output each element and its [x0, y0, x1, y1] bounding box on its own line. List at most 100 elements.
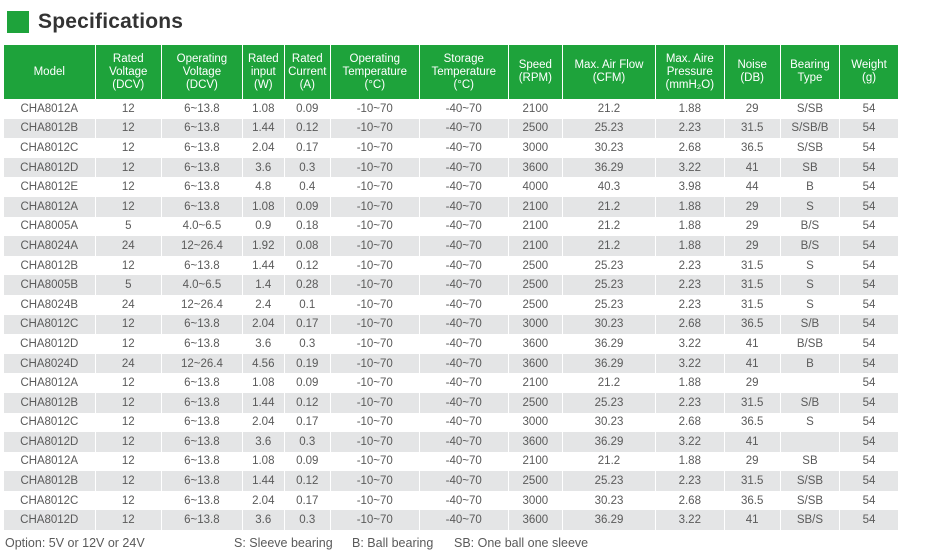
table-cell: 0.3	[284, 510, 331, 531]
table-cell	[780, 432, 841, 452]
table-cell: CHA8012C	[4, 314, 96, 335]
column-header-line: Noise	[737, 59, 767, 71]
table-cell: 2100	[508, 99, 563, 119]
table-cell: 40.3	[562, 177, 657, 197]
table-cell: 2500	[508, 294, 563, 315]
table-cell: S/SB	[780, 471, 841, 491]
table-cell: CHA8012A	[4, 196, 96, 217]
table-cell: 0.3	[284, 334, 331, 354]
table-cell: 6~13.8	[161, 138, 243, 158]
table-cell: 12	[95, 510, 163, 531]
table-cell: CHA8012C	[4, 412, 96, 433]
table-cell: 12~26.4	[161, 294, 243, 315]
table-cell: 3600	[508, 353, 563, 374]
column-header-line: Voltage	[182, 65, 222, 78]
table-cell: -10~70	[330, 236, 420, 256]
column-header: Operating Temperature (°C)	[330, 45, 420, 99]
table-cell: 2100	[508, 451, 563, 472]
table-cell: 1.08	[242, 373, 285, 393]
table-cell: 2100	[508, 196, 563, 217]
table-cell: -10~70	[330, 138, 420, 158]
table-cell: S/SB/B	[780, 118, 841, 139]
table-cell: -40~70	[419, 510, 509, 531]
legend-ball-bearing: B: Ball bearing	[352, 536, 434, 550]
table-cell: 21.2	[562, 216, 657, 237]
table-cell: 54	[839, 471, 898, 491]
table-cell: 1.88	[655, 216, 725, 237]
table-cell: -10~70	[330, 490, 420, 511]
table-cell: SB/S	[780, 510, 841, 531]
column-header-line: Speed	[518, 59, 552, 71]
table-cell: CHA8012D	[4, 157, 96, 178]
table-cell: 54	[839, 353, 898, 374]
table-row: CHA8012B 12 6~13.8 1.44 0.12 -10~70 -40~70 2500…	[4, 392, 898, 413]
table-cell: 54	[839, 314, 898, 335]
table-cell: 36.29	[562, 432, 657, 452]
column-header-line: Type	[797, 72, 823, 84]
table-cell: 54	[839, 118, 898, 139]
table-cell: 2.23	[655, 118, 725, 139]
table-cell: 6~13.8	[161, 255, 243, 276]
table-cell: 29	[724, 216, 781, 237]
table-cell: 1.44	[242, 392, 285, 413]
table-cell: 1.92	[242, 236, 285, 256]
table-cell: -40~70	[419, 490, 509, 511]
table-cell: 6~13.8	[161, 490, 243, 511]
table-cell: -40~70	[419, 471, 509, 491]
column-header-line: Rated	[112, 52, 144, 65]
table-cell: 2.68	[655, 490, 725, 511]
column-header-line: Rated	[291, 52, 323, 65]
table-cell: -40~70	[419, 99, 509, 119]
table-cell: 31.5	[724, 118, 781, 139]
table-row: CHA8012D 12 6~13.8 3.6 0.3 -10~70 -40~70 3600 36…	[4, 157, 898, 178]
table-cell: S/B	[780, 392, 841, 413]
column-header-line: (DCV)	[185, 78, 218, 91]
table-cell: 2.23	[655, 392, 725, 413]
table-cell: 54	[839, 373, 898, 393]
table-cell: 6~13.8	[161, 118, 243, 139]
table-row: CHA8012C 12 6~13.8 2.04 0.17 -10~70 -40~70 3000…	[4, 412, 898, 433]
table-cell: 21.2	[562, 196, 657, 217]
table-row: CHA8012C 12 6~13.8 2.04 0.17 -10~70 -40~70 3000…	[4, 314, 898, 335]
table-cell: 5	[95, 216, 163, 237]
table-cell: CHA8024A	[4, 236, 96, 256]
table-cell: SB	[780, 157, 841, 178]
table-row: CHA8012C 12 6~13.8 2.04 0.17 -10~70 -40~70 3000…	[4, 490, 898, 511]
table-cell: 2500	[508, 471, 563, 491]
table-cell: -40~70	[419, 392, 509, 413]
table-cell: 0.3	[284, 157, 331, 178]
table-cell: -10~70	[330, 118, 420, 139]
column-header-line: Current	[288, 65, 327, 78]
table-cell	[780, 373, 841, 393]
table-cell: 36.29	[562, 157, 657, 178]
table-cell: -10~70	[330, 99, 420, 119]
table-cell: 6~13.8	[161, 157, 243, 178]
table-cell: 3.6	[242, 510, 285, 531]
table-cell: 2.04	[242, 138, 285, 158]
column-header-line: (CFM)	[592, 72, 626, 84]
table-cell: CHA8012B	[4, 255, 96, 276]
table-cell: 3600	[508, 432, 563, 452]
column-header-line: input	[250, 65, 276, 78]
table-cell: 2.23	[655, 471, 725, 491]
column-header: Bearing Type	[780, 45, 841, 99]
table-cell: 12	[95, 490, 163, 511]
table-cell: 41	[724, 432, 781, 452]
table-cell: 0.09	[284, 373, 331, 393]
table-row: CHA8024A 24 12~26.4 1.92 0.08 -10~70 -40~70 210…	[4, 236, 898, 256]
table-cell: -10~70	[330, 373, 420, 393]
table-cell: 3.6	[242, 334, 285, 354]
table-cell: -10~70	[330, 510, 420, 531]
column-header-line: (g)	[862, 72, 877, 84]
table-cell: 21.2	[562, 373, 657, 393]
table-cell: 1.88	[655, 373, 725, 393]
table-cell: 31.5	[724, 392, 781, 413]
table-cell: 2.68	[655, 138, 725, 158]
table-cell: 0.17	[284, 490, 331, 511]
table-cell: 1.44	[242, 471, 285, 491]
table-cell: 6~13.8	[161, 196, 243, 217]
table-cell: 30.23	[562, 490, 657, 511]
table-cell: 25.23	[562, 118, 657, 139]
table-cell: -40~70	[419, 451, 509, 472]
table-cell: 54	[839, 432, 898, 452]
